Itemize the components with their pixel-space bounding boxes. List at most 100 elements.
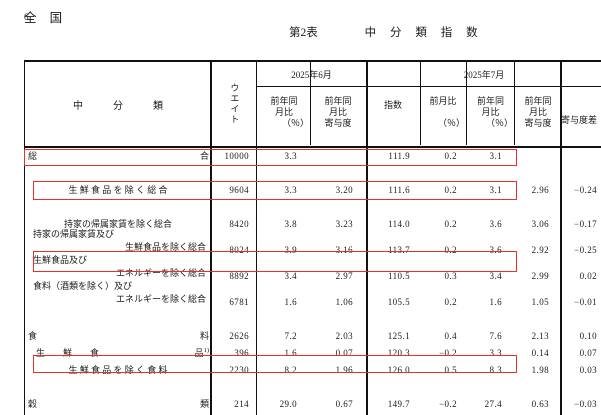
header-jul-mom-pct: 前月比 （％） xyxy=(421,96,465,129)
row-label-footnote-marker: 1) xyxy=(203,347,209,354)
jul-yoy-contrib-cell: 2.96 xyxy=(531,184,549,195)
jun-yoy-contrib-cell: 0.67 xyxy=(335,398,353,409)
jun-yoy-pct-cell: 3.4 xyxy=(284,270,297,281)
vrule-weight-jun xyxy=(256,60,257,415)
contrib-diff-cell: −0.17 xyxy=(574,218,597,229)
row-label-text: 生 鮮 食 品 を 除 く 総 合 xyxy=(68,185,168,195)
header-weight: ウエイト xyxy=(229,83,240,125)
table-row: 持家の帰属家賃及び 生鮮食品を除く総合 8024 3.9 3.16 113.7 0.2 3.6… xyxy=(24,229,601,258)
table-title: 第2表 中 分 類 指 数 xyxy=(289,24,483,40)
row-label: 食料（酒類を除く）及びエネルギーを除く総合 xyxy=(27,280,209,306)
jul-mom-pct-cell: 0.4 xyxy=(444,330,457,341)
contrib-diff-cell: −0.24 xyxy=(574,184,597,195)
contrib-diff-cell: −0.03 xyxy=(574,398,597,409)
weight-cell: 8892 xyxy=(229,270,249,281)
table-row: 生 鮮 食 品 を 除 く 食 料 2230 8.2 1.96 126.0 0.5 8.3 1… xyxy=(24,361,601,378)
jul-yoy-pct-cell: 3.1 xyxy=(489,150,502,161)
jun-yoy-contrib-cell: 3.23 xyxy=(335,218,353,229)
header-jun-yoy-pct-line2: 月比 xyxy=(274,106,293,117)
header-jul-yoy-pct-line2: 月比 xyxy=(481,106,500,117)
contrib-diff-cell: 0.03 xyxy=(579,364,597,375)
row-label-line2: 生鮮食品を除く総合 xyxy=(124,242,206,252)
header-contrib-diff: 寄与度差 xyxy=(561,114,598,125)
jul-index-cell: 113.7 xyxy=(388,244,410,255)
row-label: 穀類 xyxy=(27,395,209,412)
weight-cell: 6781 xyxy=(229,296,249,307)
header-jul-mom-pct-line1: 前月比 xyxy=(429,96,457,106)
contrib-diff-cell: 0.02 xyxy=(579,270,597,281)
row-label-line1: 持家の帰属家賃及び xyxy=(33,229,115,239)
row-label-tail: 品1) xyxy=(194,347,209,358)
row-label-line2: エネルギーを除く総合 xyxy=(115,294,206,304)
table-row-spacer xyxy=(24,310,601,327)
jun-yoy-contrib-cell: 3.20 xyxy=(335,184,353,195)
jul-index-cell: 114.0 xyxy=(388,218,410,229)
row-label-tail: 料 xyxy=(199,331,209,341)
hrule-header-body xyxy=(24,146,601,148)
hrule-table-top xyxy=(24,60,601,62)
jul-mom-pct-cell: 0.2 xyxy=(444,218,457,229)
row-label: 持家の帰属家賃及び 生鮮食品を除く総合 xyxy=(27,228,209,254)
vrule-jun-inner xyxy=(310,60,311,145)
jun-yoy-pct-cell: 7.2 xyxy=(284,330,297,341)
table-row-spacer xyxy=(24,198,601,215)
table-row: 生 鮮 食 品 を 除 く 総 合 9604 3.3 3.20 111.6 0.2 3.1 2… xyxy=(24,181,601,198)
jul-yoy-contrib-cell: 1.98 xyxy=(531,364,549,375)
page-header: 6 全 国 第2表 中 分 類 指 数 xyxy=(0,0,601,56)
jul-yoy-contrib-cell: 2.99 xyxy=(531,270,549,281)
jul-yoy-pct-cell: 3.4 xyxy=(489,270,502,281)
row-label-line1: 食料（酒類を除く）及び xyxy=(33,281,133,291)
contrib-diff-cell: −0.01 xyxy=(574,296,597,307)
jun-yoy-contrib-cell: 3.16 xyxy=(335,244,353,255)
jun-yoy-pct-cell: 1.6 xyxy=(284,296,297,307)
row-label-tail: 類 xyxy=(199,399,209,409)
jun-yoy-pct-cell: 8.2 xyxy=(284,364,297,375)
header-jun-yoy-contrib: 前年同 月比 寄与度 xyxy=(313,96,363,128)
page-number: 6 xyxy=(24,11,29,22)
table-name: 中 分 類 指 数 xyxy=(364,27,484,39)
jul-yoy-pct-cell: 3.3 xyxy=(489,347,502,358)
region-label: 全 国 xyxy=(24,11,68,25)
header-jun-yoy-pct-line3: （％） xyxy=(281,117,309,128)
jul-mom-pct-cell: 0.2 xyxy=(444,296,457,307)
jul-index-cell: 126.0 xyxy=(387,364,410,375)
jul-yoy-contrib-cell: 0.63 xyxy=(531,398,549,409)
jul-mom-pct-cell: −0.2 xyxy=(439,347,457,358)
jun-yoy-pct-cell: 3.8 xyxy=(284,218,297,229)
row-label-text: 食 xyxy=(28,331,38,341)
row-label: 生 鮮 食 品 を 除 く 食 料 xyxy=(27,361,209,378)
table-number: 第2表 xyxy=(289,27,318,39)
row-label: 持家の帰属家賃を除く総合 xyxy=(27,215,209,232)
header-jul-yoy-contrib: 前年同 月比 寄与度 xyxy=(516,96,560,128)
row-label: 生 鮮 食 品 を 除 く 総 合 xyxy=(27,181,209,198)
row-label-text: 生 鮮 食 品 を 除 く 食 料 xyxy=(68,365,168,375)
vrule-jul-diff xyxy=(560,60,562,415)
row-label-text: 総 xyxy=(28,151,38,161)
jun-yoy-pct-cell: 1.6 xyxy=(284,347,297,358)
row-label-text: 持家の帰属家賃を除く総合 xyxy=(63,219,172,229)
row-label-text: 生 鮮 食 xyxy=(36,348,100,358)
row-label: 食料 xyxy=(27,327,209,344)
vrule-jul-mom-yoy xyxy=(466,60,467,145)
jul-index-cell: 111.9 xyxy=(388,150,410,161)
jul-yoy-pct-cell: 3.6 xyxy=(489,244,502,255)
jul-index-cell: 105.5 xyxy=(387,296,410,307)
header-jul-mom-pct-line2: （％） xyxy=(437,117,465,128)
jul-mom-pct-cell: −0.2 xyxy=(439,398,457,409)
hrule-group-sub xyxy=(256,86,601,87)
table-body: 総合 10000 3.3 111.9 0.2 3.1 生 鮮 食 品 を 除 く 総 合 96… xyxy=(24,147,601,415)
vrule-category-weight xyxy=(210,60,212,415)
jul-index-cell: 110.5 xyxy=(388,270,410,281)
jul-index-cell: 120.3 xyxy=(387,347,410,358)
jul-yoy-pct-cell: 1.6 xyxy=(489,296,502,307)
row-label-line1: 生鮮食品及び xyxy=(33,255,88,265)
jun-yoy-contrib-cell: 2.03 xyxy=(335,330,353,341)
table-row: 穀類 214 29.0 0.67 149.7 −0.2 27.4 0.63 −0.03 xyxy=(24,395,601,412)
jun-yoy-pct-cell: 3.3 xyxy=(284,184,297,195)
row-label-line2: エネルギーを除く総合 xyxy=(115,268,206,278)
jul-mom-pct-cell: 0.2 xyxy=(444,150,457,161)
jun-yoy-contrib-cell: 1.06 xyxy=(335,296,353,307)
table-row: 食料 2626 7.2 2.03 125.1 0.4 7.6 2.13 0.10 xyxy=(24,327,601,344)
jul-yoy-contrib-cell: 2.92 xyxy=(531,244,549,255)
weight-cell: 2626 xyxy=(229,330,249,341)
